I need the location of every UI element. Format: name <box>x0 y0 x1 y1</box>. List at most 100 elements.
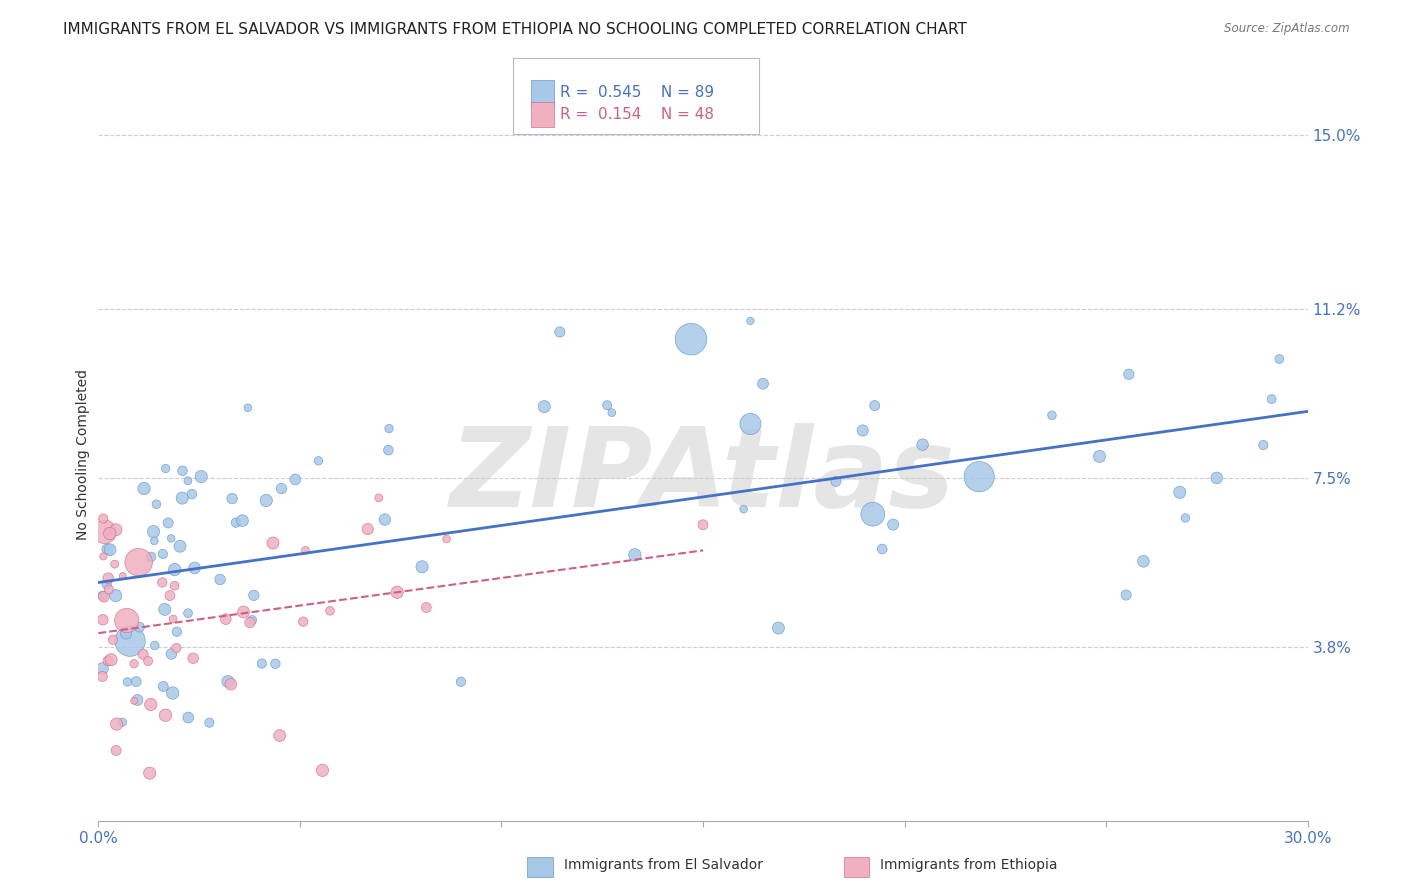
Point <box>183 561 205 575</box>
Point <box>101 632 124 647</box>
Point <box>104 589 127 603</box>
Point <box>152 547 174 561</box>
Point <box>870 542 893 557</box>
Point <box>1268 351 1291 366</box>
Point <box>162 612 184 626</box>
Point <box>319 604 342 618</box>
Point <box>122 694 145 708</box>
Point <box>169 539 191 553</box>
Point <box>768 621 790 635</box>
Point <box>294 543 316 558</box>
Point <box>91 661 114 675</box>
Point <box>166 624 188 639</box>
Point <box>1205 471 1227 485</box>
Point <box>125 674 148 689</box>
Point <box>97 571 120 585</box>
Point <box>270 482 292 496</box>
Point <box>292 615 315 629</box>
Point <box>139 698 162 712</box>
Point <box>172 464 194 478</box>
Point <box>825 475 848 489</box>
Point <box>243 588 266 602</box>
Point <box>111 569 134 583</box>
Point <box>1260 392 1282 406</box>
Point <box>115 626 138 640</box>
Point <box>177 474 200 488</box>
Point <box>415 600 437 615</box>
Point <box>231 514 253 528</box>
Point <box>450 674 472 689</box>
Point <box>93 524 115 539</box>
Point <box>679 332 702 346</box>
Text: ZIPAtlas: ZIPAtlas <box>450 424 956 531</box>
Point <box>157 516 180 530</box>
Point <box>177 606 200 620</box>
Point <box>120 634 142 648</box>
Point <box>181 651 204 665</box>
Point <box>143 533 166 548</box>
Point <box>1251 438 1274 452</box>
Text: R =  0.545    N = 89: R = 0.545 N = 89 <box>560 85 714 100</box>
Point <box>548 325 571 339</box>
Point <box>307 454 329 468</box>
Point <box>97 582 120 597</box>
Point <box>111 715 134 730</box>
Point <box>232 605 254 619</box>
Text: Source: ZipAtlas.com: Source: ZipAtlas.com <box>1225 22 1350 36</box>
Point <box>600 406 623 420</box>
Point <box>436 532 458 546</box>
Point <box>160 532 183 546</box>
Point <box>1168 485 1191 500</box>
Point <box>254 493 277 508</box>
Point <box>153 602 176 616</box>
Point <box>163 579 186 593</box>
Point <box>1040 409 1063 423</box>
Point <box>378 421 401 435</box>
Point <box>740 314 762 328</box>
Point <box>138 766 160 780</box>
Point <box>733 502 755 516</box>
Point <box>160 647 183 661</box>
Point <box>215 612 238 626</box>
Point <box>128 620 150 634</box>
Point <box>1088 450 1111 464</box>
Point <box>911 438 934 452</box>
Point <box>264 657 287 671</box>
Point <box>882 517 904 532</box>
Point <box>136 654 159 668</box>
Point <box>385 585 408 599</box>
Point <box>240 613 263 627</box>
Point <box>533 400 555 414</box>
Point <box>752 376 775 391</box>
Point <box>740 417 762 431</box>
Point <box>1132 554 1154 568</box>
Point <box>91 669 114 683</box>
Point <box>96 542 118 557</box>
Point <box>105 743 128 757</box>
Point <box>692 517 714 532</box>
Point <box>181 487 204 501</box>
Point <box>209 573 232 587</box>
Point <box>311 764 333 778</box>
Point <box>163 563 186 577</box>
Point <box>162 686 184 700</box>
Point <box>104 523 127 537</box>
Point <box>1174 511 1197 525</box>
Point <box>128 555 150 569</box>
Point <box>93 590 115 604</box>
Y-axis label: No Schooling Completed: No Schooling Completed <box>76 369 90 541</box>
Point <box>155 461 177 475</box>
Point <box>624 548 647 562</box>
Point <box>159 589 181 603</box>
Point <box>91 511 114 525</box>
Point <box>122 657 145 671</box>
Point <box>143 639 166 653</box>
Point <box>190 469 212 483</box>
Point <box>100 653 122 667</box>
Point <box>155 708 177 723</box>
Point <box>139 549 162 564</box>
Text: IMMIGRANTS FROM EL SALVADOR VS IMMIGRANTS FROM ETHIOPIA NO SCHOOLING COMPLETED C: IMMIGRANTS FROM EL SALVADOR VS IMMIGRANT… <box>63 22 967 37</box>
Point <box>152 680 174 694</box>
Point <box>142 524 165 539</box>
Point <box>269 729 291 743</box>
